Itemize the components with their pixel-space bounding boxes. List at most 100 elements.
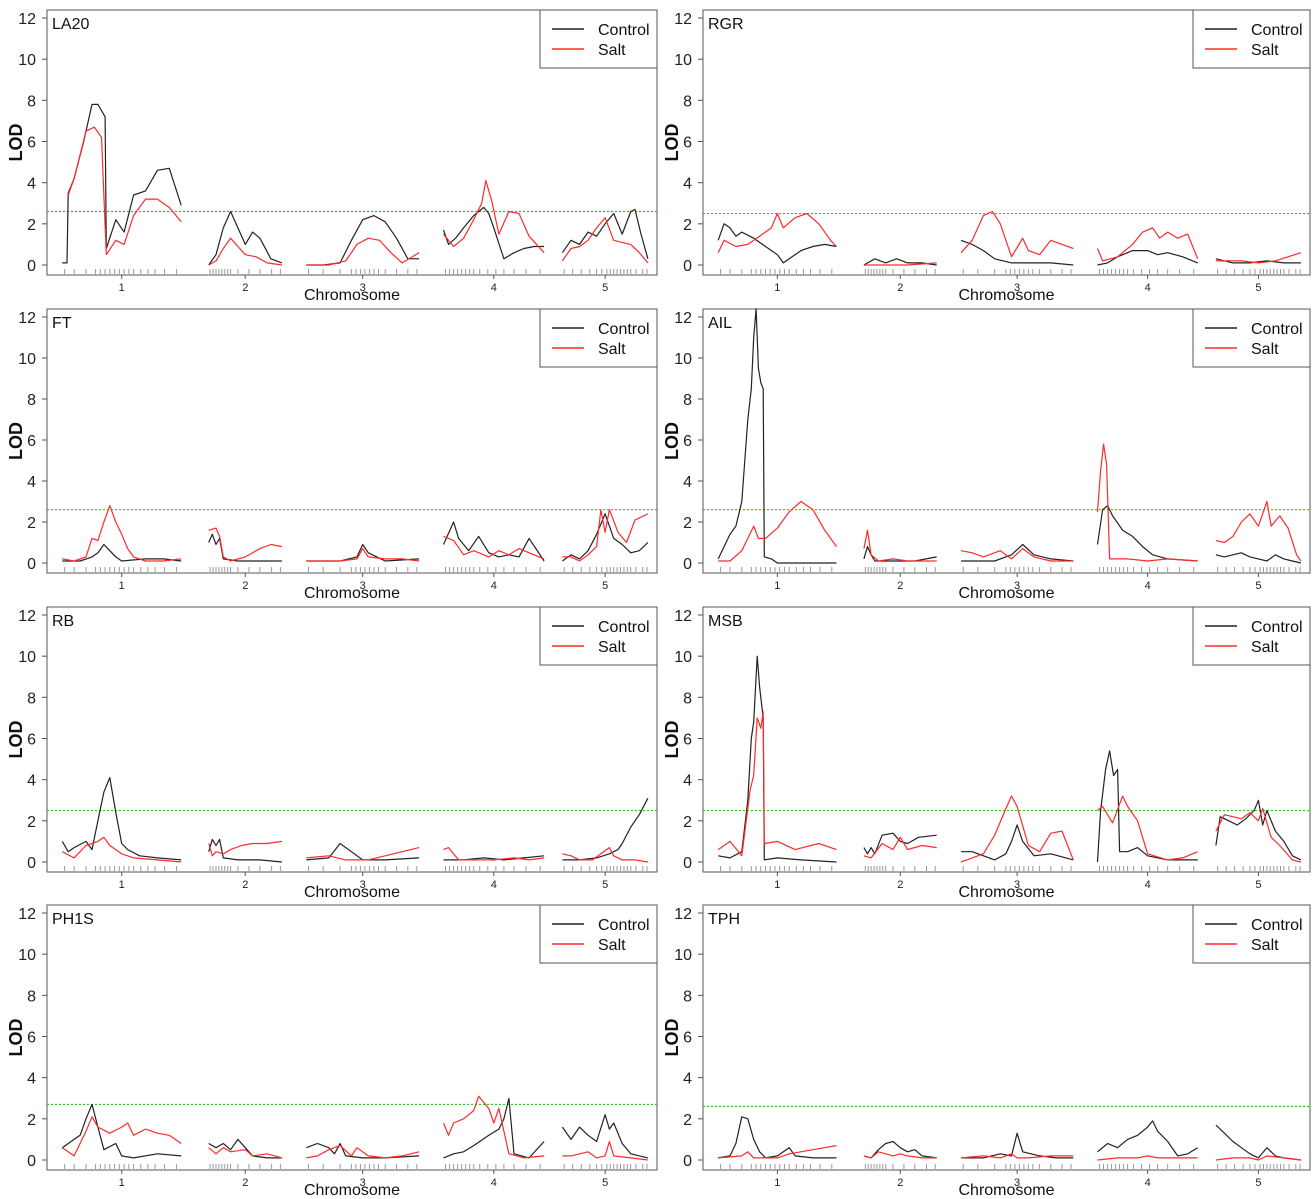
- plot-frame: [702, 9, 1311, 276]
- panel-title: FT: [52, 315, 72, 332]
- lod-curve-salt-chr2: [208, 1147, 283, 1159]
- legend-box: [1192, 9, 1311, 69]
- legend-label-control: Control: [598, 917, 650, 934]
- y-tick-label: 8: [683, 392, 692, 409]
- panel-title: RGR: [708, 16, 744, 33]
- y-tick-label: 8: [683, 93, 692, 110]
- y-tick-label: 6: [683, 732, 692, 749]
- legend-label-salt: Salt: [1251, 341, 1279, 358]
- panel-title: RB: [52, 613, 74, 630]
- lod-curve-salt-chr2: [863, 1151, 937, 1159]
- lod-curve-control-chr1: [61, 777, 182, 861]
- y-tick-label: 6: [683, 1030, 692, 1047]
- legend-label-salt: Salt: [1251, 937, 1279, 954]
- x-tick-label: 3: [1014, 879, 1020, 891]
- legend-box: [539, 308, 658, 368]
- lod-curve-salt-chr1: [718, 1145, 837, 1159]
- y-tick-label: 4: [683, 474, 692, 491]
- x-tick-label: 2: [242, 580, 248, 592]
- y-tick-label: 4: [27, 773, 36, 790]
- x-tick-label: 3: [360, 1177, 366, 1189]
- y-tick-label: 10: [18, 947, 36, 964]
- lod-curve-salt-chr5: [1215, 1155, 1301, 1161]
- y-axis-label: LOD: [662, 721, 682, 759]
- x-tick-label: 3: [360, 879, 366, 891]
- panel-title: MSB: [708, 613, 743, 630]
- lod-curve-control-chr4: [443, 1097, 545, 1159]
- y-tick-label: 12: [18, 310, 36, 327]
- legend-label-salt: Salt: [598, 639, 626, 656]
- lod-curve-salt-chr2: [863, 262, 937, 266]
- panel-title: TPH: [708, 911, 740, 928]
- lod-curve-salt-chr1: [62, 505, 182, 562]
- lod-curve-control-chr3: [961, 1132, 1074, 1159]
- lod-curve-salt-chr5: [561, 217, 649, 264]
- y-tick-label: 2: [27, 515, 36, 532]
- y-tick-label: 2: [27, 814, 36, 831]
- lod-curve-control-chr4: [1096, 505, 1198, 562]
- lod-curve-salt-chr5: [562, 847, 648, 863]
- lod-curve-control-chr4: [1097, 1120, 1199, 1157]
- lod-curve-control-chr2: [208, 838, 282, 863]
- y-tick-label: 4: [683, 1071, 692, 1088]
- lod-curve-control-chr3: [961, 824, 1074, 861]
- lod-curve-salt-chr2: [863, 529, 937, 562]
- y-tick-label: 12: [674, 906, 692, 923]
- y-tick-label: 10: [674, 947, 692, 964]
- lod-curve-control-chr2: [863, 258, 937, 266]
- plot-frame: [702, 606, 1311, 873]
- lod-curve-salt-chr3: [960, 1153, 1074, 1159]
- lod-curve-salt-chr5: [1215, 500, 1302, 562]
- x-tick-label: 4: [1145, 1177, 1151, 1189]
- y-tick-label: 12: [18, 608, 36, 625]
- lod-curve-control-chr2: [863, 546, 937, 562]
- y-tick-label: 4: [27, 474, 36, 491]
- x-tick-label: 3: [1014, 580, 1020, 592]
- lod-curve-salt-chr1: [717, 212, 837, 253]
- legend-label-control: Control: [1251, 619, 1303, 636]
- panel-title: PH1S: [52, 911, 94, 928]
- y-tick-label: 6: [27, 732, 36, 749]
- lod-curve-salt-chr1: [62, 836, 182, 863]
- plot-frame: [702, 904, 1311, 1171]
- lod-curve-salt-chr2: [208, 237, 282, 266]
- x-tick-label: 4: [491, 879, 497, 891]
- legend: Control Salt: [1192, 308, 1311, 368]
- lod-curve-control-chr2: [208, 210, 283, 266]
- lod-curve-control-chr5: [1215, 258, 1301, 264]
- x-tick-label: 1: [774, 580, 780, 592]
- legend: Control Salt: [1192, 606, 1311, 666]
- x-tick-label: 5: [1255, 282, 1261, 294]
- lod-curve-control-chr5: [562, 797, 649, 861]
- x-tick-label: 1: [119, 1177, 125, 1189]
- legend-label-control: Control: [1251, 321, 1303, 338]
- y-axis-label: LOD: [662, 422, 682, 460]
- lod-curve-control-chr3: [306, 215, 420, 266]
- y-tick-label: 2: [683, 814, 692, 831]
- lod-curve-control-chr1: [62, 543, 182, 562]
- y-tick-label: 12: [674, 310, 692, 327]
- y-axis-label: LOD: [6, 721, 26, 759]
- x-tick-label: 1: [774, 1177, 780, 1189]
- panel-title: LA20: [52, 16, 89, 33]
- lod-curve-salt-chr3: [306, 847, 420, 861]
- y-tick-label: 4: [683, 176, 692, 193]
- lod-curve-salt-chr4: [443, 180, 545, 254]
- x-axis-label: Chromosome: [304, 1182, 400, 1199]
- y-tick-label: 12: [674, 11, 692, 28]
- legend: Control Salt: [539, 606, 658, 666]
- y-tick-label: 0: [683, 556, 692, 573]
- legend-label-salt: Salt: [598, 937, 626, 954]
- x-tick-label: 4: [491, 1177, 497, 1189]
- x-tick-label: 4: [1145, 282, 1151, 294]
- y-tick-label: 2: [683, 217, 692, 234]
- lod-curve-control-chr1: [717, 308, 837, 564]
- y-tick-label: 8: [27, 988, 36, 1005]
- lod-curve-salt-chr3: [306, 548, 420, 562]
- lod-curve-salt-chr5: [562, 1140, 648, 1161]
- lod-curve-control-chr2: [208, 1138, 282, 1159]
- lod-curve-salt-chr4: [1096, 443, 1198, 562]
- x-tick-label: 2: [897, 580, 903, 592]
- x-axis-label: Chromosome: [304, 287, 400, 304]
